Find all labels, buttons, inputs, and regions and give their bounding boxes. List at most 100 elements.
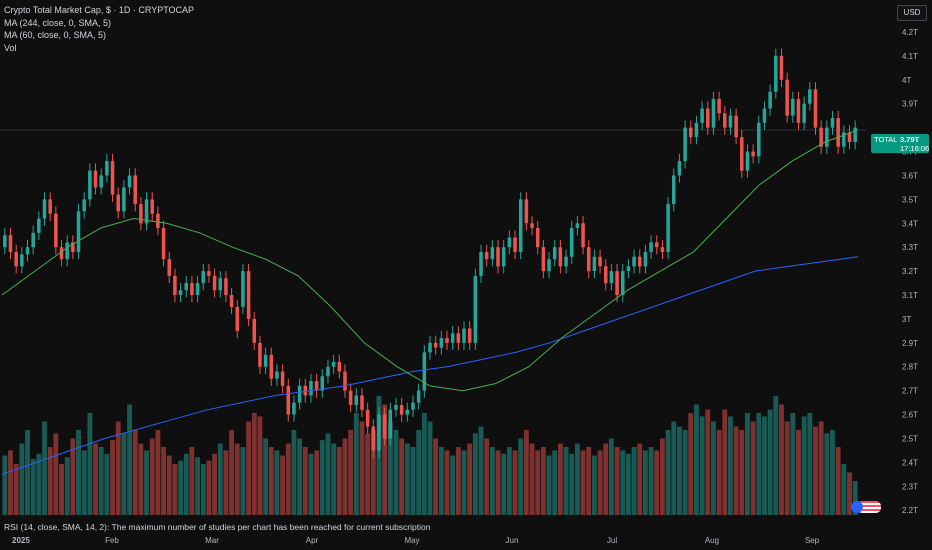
candle	[620, 271, 625, 295]
volume-bar	[189, 447, 195, 515]
volume-bar	[132, 430, 138, 515]
volume-bar	[671, 421, 677, 515]
candle	[269, 354, 274, 379]
volume-label[interactable]: Vol	[4, 42, 17, 53]
volume-bar	[336, 447, 342, 515]
volume-bar	[478, 426, 484, 515]
volume-bar	[603, 443, 609, 515]
volume-bar	[319, 440, 325, 515]
x-tick-label: Aug	[705, 536, 719, 545]
candle	[416, 390, 421, 403]
volume-bar	[297, 438, 303, 515]
candle	[484, 251, 489, 260]
candle	[598, 256, 602, 267]
candle	[683, 127, 687, 162]
candle	[161, 228, 166, 260]
candle	[530, 223, 534, 229]
candle	[144, 199, 149, 224]
volume-bar	[127, 404, 132, 515]
candle	[360, 395, 364, 410]
volume-bar	[608, 438, 614, 515]
volume-bar	[427, 421, 433, 515]
candle	[853, 127, 857, 142]
candle	[586, 247, 591, 272]
volume-bar	[676, 426, 682, 515]
candle	[235, 306, 240, 331]
candle	[689, 127, 693, 138]
volume-bar	[688, 413, 694, 515]
volume-bar	[104, 453, 110, 515]
x-tick-label: Jun	[506, 536, 519, 545]
volume-bar	[121, 433, 127, 515]
volume-bar	[302, 447, 308, 515]
candle	[501, 247, 506, 267]
candle	[813, 89, 818, 128]
volume-bar	[557, 443, 563, 515]
candle	[382, 414, 387, 439]
ma-244-label[interactable]: MA (244, close, 0, SMA, 5)	[4, 17, 112, 28]
volume-bar	[155, 430, 161, 515]
y-tick-label: 2.6T	[902, 411, 918, 420]
candle	[150, 199, 154, 214]
candle	[258, 342, 262, 367]
volume-bar	[705, 409, 711, 515]
candle	[275, 371, 279, 379]
us-flag-icon	[851, 500, 882, 514]
candle	[411, 402, 415, 410]
y-tick-label: 2.9T	[902, 339, 918, 348]
candle	[48, 199, 52, 214]
candle	[20, 254, 24, 267]
y-tick-label: 2.5T	[902, 434, 918, 443]
candle	[365, 409, 370, 427]
candle	[320, 376, 325, 391]
y-tick-label: 2.7T	[902, 387, 918, 396]
x-tick-label: 2025	[12, 536, 30, 545]
candle	[445, 338, 449, 343]
candle	[218, 278, 223, 291]
ma-line	[1, 256, 859, 475]
volume-bar	[382, 404, 388, 515]
volume-bar	[2, 455, 8, 515]
volume-bar	[342, 438, 348, 515]
volume-bar	[36, 453, 42, 515]
y-tick-label: 3.6T	[902, 171, 918, 180]
volume-bar	[830, 430, 835, 515]
volume-bar	[739, 430, 745, 515]
volume-bar	[30, 458, 36, 515]
candle	[626, 266, 631, 272]
volume-bar	[637, 443, 643, 515]
y-tick-label: 3.4T	[902, 219, 918, 228]
candle	[110, 161, 115, 195]
ma-line	[1, 129, 859, 392]
volume-bar	[291, 430, 297, 515]
volume-bar	[733, 426, 739, 515]
candle	[592, 256, 597, 272]
candle	[847, 132, 852, 142]
candle	[779, 55, 784, 80]
candle	[581, 223, 585, 248]
volume-bar	[64, 457, 70, 515]
volume-bar	[217, 443, 223, 515]
candle	[796, 98, 801, 123]
volume-bar	[42, 421, 47, 515]
candle	[405, 409, 410, 415]
ma-60-label[interactable]: MA (60, close, 0, SMA, 5)	[4, 30, 107, 40]
volume-bar	[625, 453, 631, 515]
candle	[156, 213, 160, 229]
volume-bar	[694, 404, 699, 515]
candle	[314, 381, 319, 391]
last-price-tag: TOTAL 3.79T 17:16:06	[871, 134, 929, 153]
currency-button[interactable]: USD	[897, 5, 927, 21]
rsi-study-message: RSI (14, close, SMA, 14, 2): The maximum…	[4, 522, 431, 532]
candle	[184, 283, 188, 291]
candle	[326, 366, 330, 377]
candle	[122, 187, 126, 212]
candle	[439, 338, 444, 348]
volume-bar	[234, 443, 240, 515]
candle	[564, 256, 568, 267]
volume-bars	[2, 396, 858, 515]
candle	[263, 354, 268, 367]
volume-bar	[8, 450, 13, 515]
candle	[700, 108, 704, 123]
